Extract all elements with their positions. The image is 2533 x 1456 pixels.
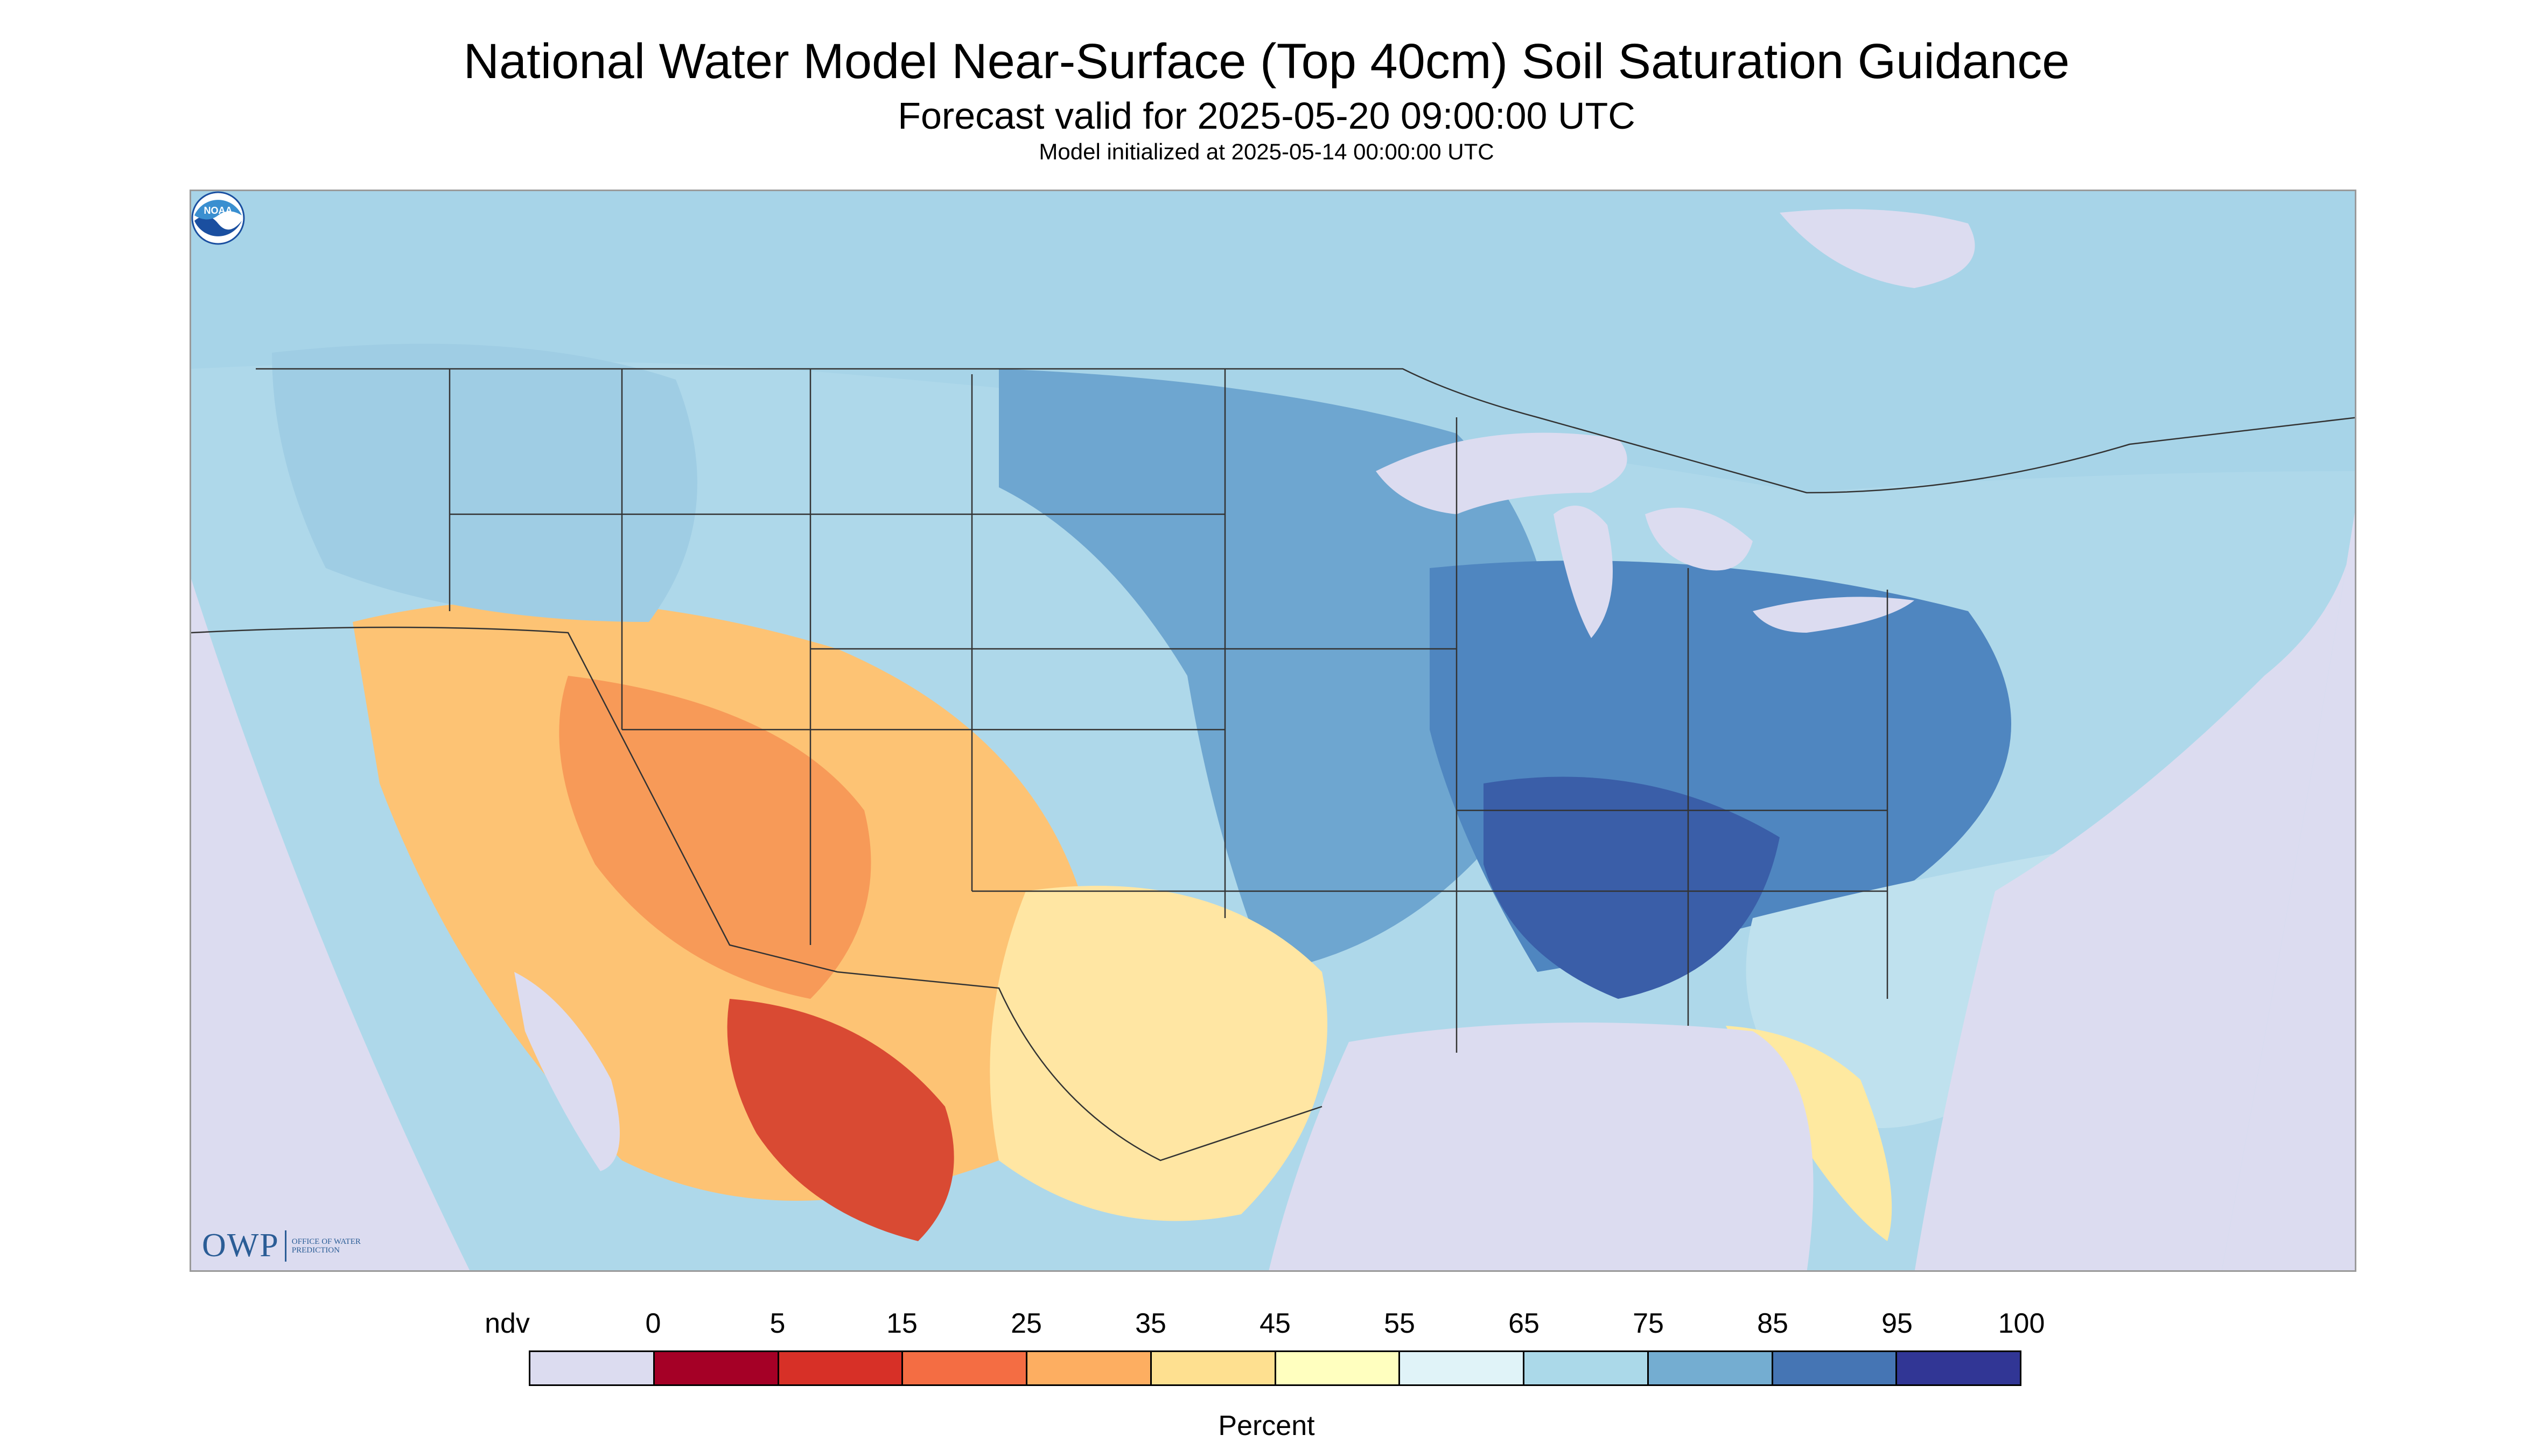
region-plains-wet	[999, 369, 1553, 972]
legend-swatch-7	[1400, 1352, 1524, 1384]
legend-tick-4: 25	[1011, 1308, 1042, 1339]
map-canvas	[191, 191, 2355, 1270]
map-title: National Water Model Near-Surface (Top 4…	[463, 34, 2070, 89]
legend-swatch-10	[1773, 1352, 1898, 1384]
legend-tick-2: 5	[769, 1308, 786, 1339]
region-southwest-very-dry	[559, 676, 871, 999]
legend-swatch-2	[779, 1352, 904, 1384]
legend-swatch-4	[1027, 1352, 1152, 1384]
region-northwest-mixed	[272, 344, 697, 622]
legend-swatch-8	[1524, 1352, 1649, 1384]
legend-tick-11: 95	[1881, 1308, 1913, 1339]
region-texas-moderate	[990, 886, 1327, 1221]
great-lakes	[1376, 432, 1914, 638]
legend-tick-9: 75	[1633, 1308, 1664, 1339]
legend-swatch-1	[654, 1352, 779, 1384]
model-init-line: Model initialized at 2025-05-14 00:00:00…	[1039, 139, 1494, 164]
owp-logo-text: OWP	[202, 1227, 279, 1264]
legend-tick-10: 85	[1757, 1308, 1788, 1339]
legend-swatch-0	[530, 1352, 655, 1384]
legend-tick-5: 35	[1135, 1308, 1166, 1339]
political-boundaries	[191, 368, 2355, 1161]
legend-swatch-3	[903, 1352, 1027, 1384]
legend-tick-7: 55	[1384, 1308, 1415, 1339]
legend-tick-8: 65	[1508, 1308, 1540, 1339]
owp-logo-subtext: OFFICE OF WATER PREDICTION	[291, 1237, 361, 1255]
owp-logo: OWP OFFICE OF WATER PREDICTION	[202, 1227, 373, 1265]
gulf-of-mexico	[1269, 1023, 1814, 1270]
legend-swatch-11	[1897, 1352, 2020, 1384]
atlantic-ocean	[1914, 513, 2355, 1270]
legend-tick-1: 0	[645, 1308, 661, 1339]
hudson-bay-area	[1780, 209, 1975, 288]
region-northern-mexico-driest	[727, 999, 954, 1241]
noaa-logo-text: NOAA	[204, 205, 233, 216]
color-legend	[529, 1350, 2021, 1386]
legend-swatch-6	[1276, 1352, 1401, 1384]
legend-unit-label: Percent	[1218, 1410, 1315, 1441]
owp-logo-divider	[284, 1230, 286, 1262]
legend-tick-12: 100	[1998, 1308, 2045, 1339]
legend-tick-3: 15	[886, 1308, 918, 1339]
legend-tick-6: 45	[1259, 1308, 1291, 1339]
gulf-of-california	[514, 972, 620, 1171]
legend-swatch-5	[1151, 1352, 1276, 1384]
soil-saturation-map: OWP OFFICE OF WATER PREDICTION NOAA	[190, 190, 2356, 1272]
legend-tick-0: ndv	[485, 1308, 530, 1339]
noaa-logo: NOAA	[191, 191, 245, 245]
forecast-valid-line: Forecast valid for 2025-05-20 09:00:00 U…	[898, 95, 1635, 137]
region-mid-south-very-wet	[1484, 776, 1780, 999]
legend-swatch-9	[1648, 1352, 1773, 1384]
region-canada-moist	[191, 191, 2355, 493]
